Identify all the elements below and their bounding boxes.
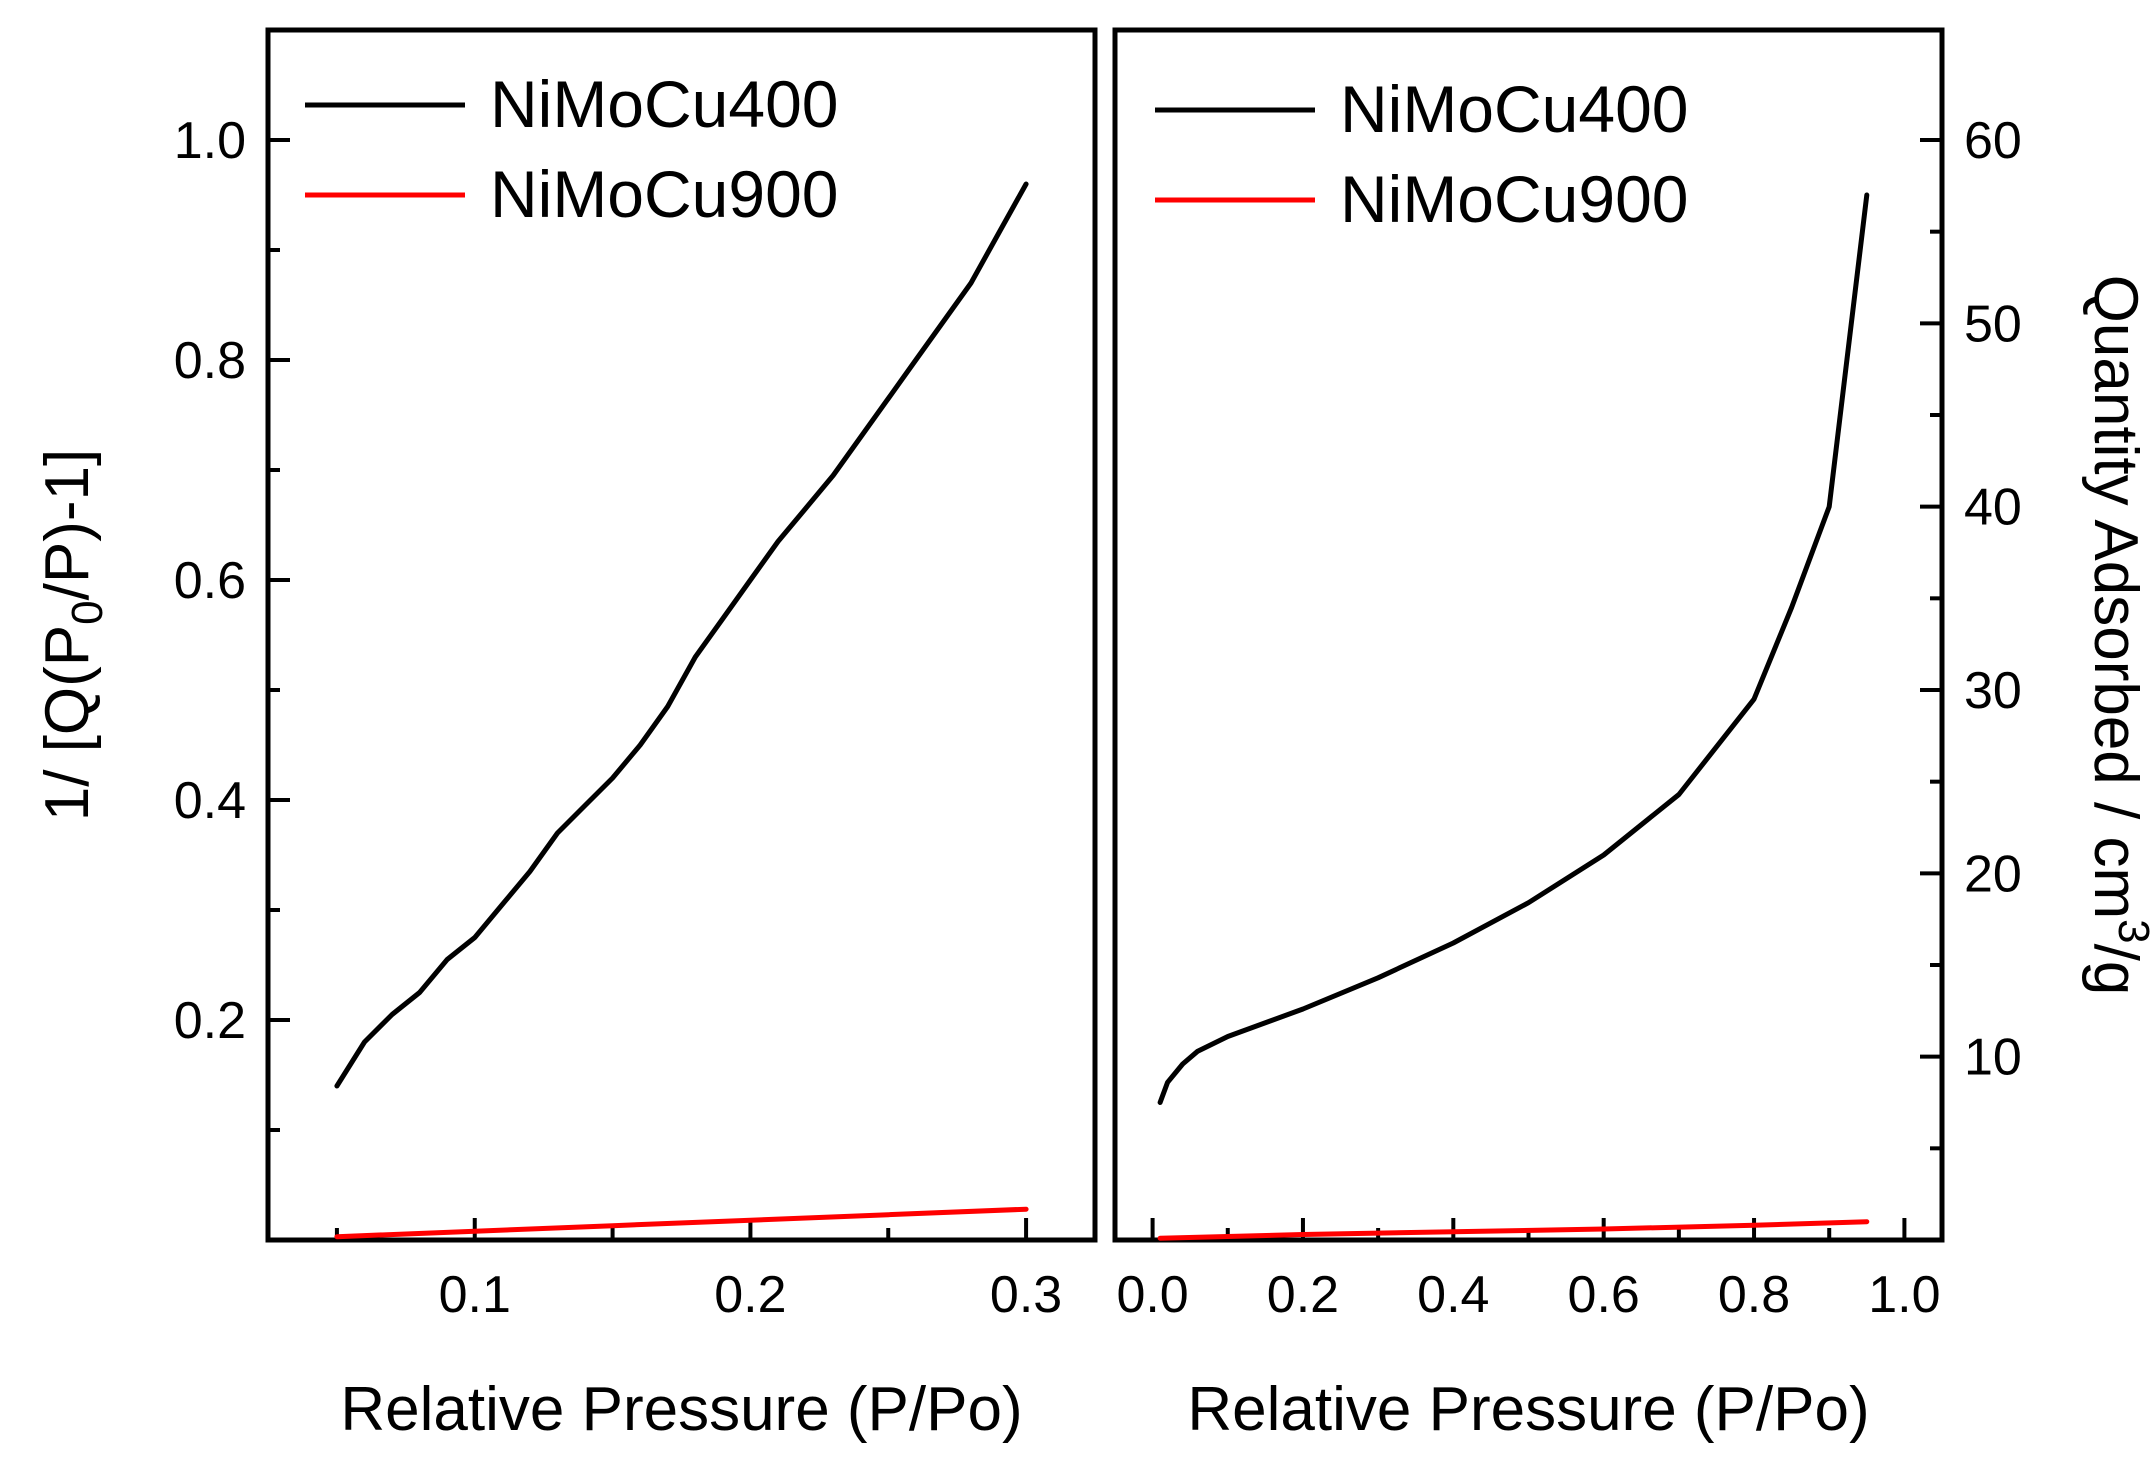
x-tick-label: 0.2: [714, 1266, 786, 1324]
x-tick-label: 0.3: [990, 1266, 1062, 1324]
y-tick-label: 60: [1964, 112, 2022, 170]
y-axis-label-part: /g: [2081, 944, 2150, 996]
x-tick-label: 0.1: [439, 1266, 511, 1324]
legend-label-nimocu900: NiMoCu900: [1340, 162, 1689, 236]
y-axis-label: Quantity Adsorbed / cm3/g: [2081, 275, 2152, 996]
y-tick-label: 40: [1964, 479, 2022, 537]
y-axis-label: 1/ [Q(P0/P)-1]: [33, 449, 112, 821]
x-axis-label: Relative Pressure (P/Po): [340, 1375, 1022, 1444]
series-line-nimocu400: [334, 181, 1029, 1089]
y-tick-label: 0.6: [174, 552, 246, 610]
left-panel: 0.1 0.2 0.3 0.2 0.4 0.6 0.8 1.0 Relative Pressur…: [33, 27, 1098, 1444]
legend-label-nimocu400: NiMoCu400: [490, 67, 839, 141]
x-tick-label: 0.2: [1267, 1266, 1339, 1324]
x-tick-label: 1.0: [1868, 1266, 1940, 1324]
x-axis-label: Relative Pressure (P/Po): [1187, 1375, 1869, 1444]
series-line-nimocu900: [1157, 1219, 1870, 1241]
y-tick-label: 30: [1964, 662, 2022, 720]
y-tick-label: 20: [1964, 845, 2022, 903]
x-tick-label: 0.8: [1718, 1266, 1790, 1324]
y-tick-label: 0.2: [174, 992, 246, 1050]
legend-label-nimocu400: NiMoCu400: [1340, 72, 1689, 146]
series-line-nimocu900: [334, 1206, 1029, 1240]
y-tick-label: 50: [1964, 295, 2022, 353]
y-axis-label-part: 1/ [Q(P: [33, 625, 102, 821]
y-tick-label: 0.4: [174, 772, 246, 830]
legend-label-nimocu900: NiMoCu900: [490, 157, 839, 231]
y-tick-label: 1.0: [174, 112, 246, 170]
y-tick-label: 0.8: [174, 332, 246, 390]
y-axis-label-superscript: 3: [2109, 919, 2152, 943]
y-axis-label-part: /P)-1]: [33, 449, 102, 601]
y-tick-label: 10: [1964, 1029, 2022, 1087]
x-tick-label: 0.4: [1417, 1266, 1489, 1324]
x-tick-label: 0.6: [1568, 1266, 1640, 1324]
series-line-nimocu400: [1157, 192, 1870, 1105]
y-axis-label-subscript: 0: [63, 600, 112, 624]
x-tick-label: 0.0: [1116, 1266, 1188, 1324]
right-panel: 0.0 0.2 0.4 0.6 0.8 1.0 10 20 30 40 50 60 Relative P…: [1112, 27, 2152, 1444]
plot-frame: [265, 27, 1098, 1243]
y-axis-label-part: Quantity Adsorbed / cm: [2081, 275, 2150, 919]
